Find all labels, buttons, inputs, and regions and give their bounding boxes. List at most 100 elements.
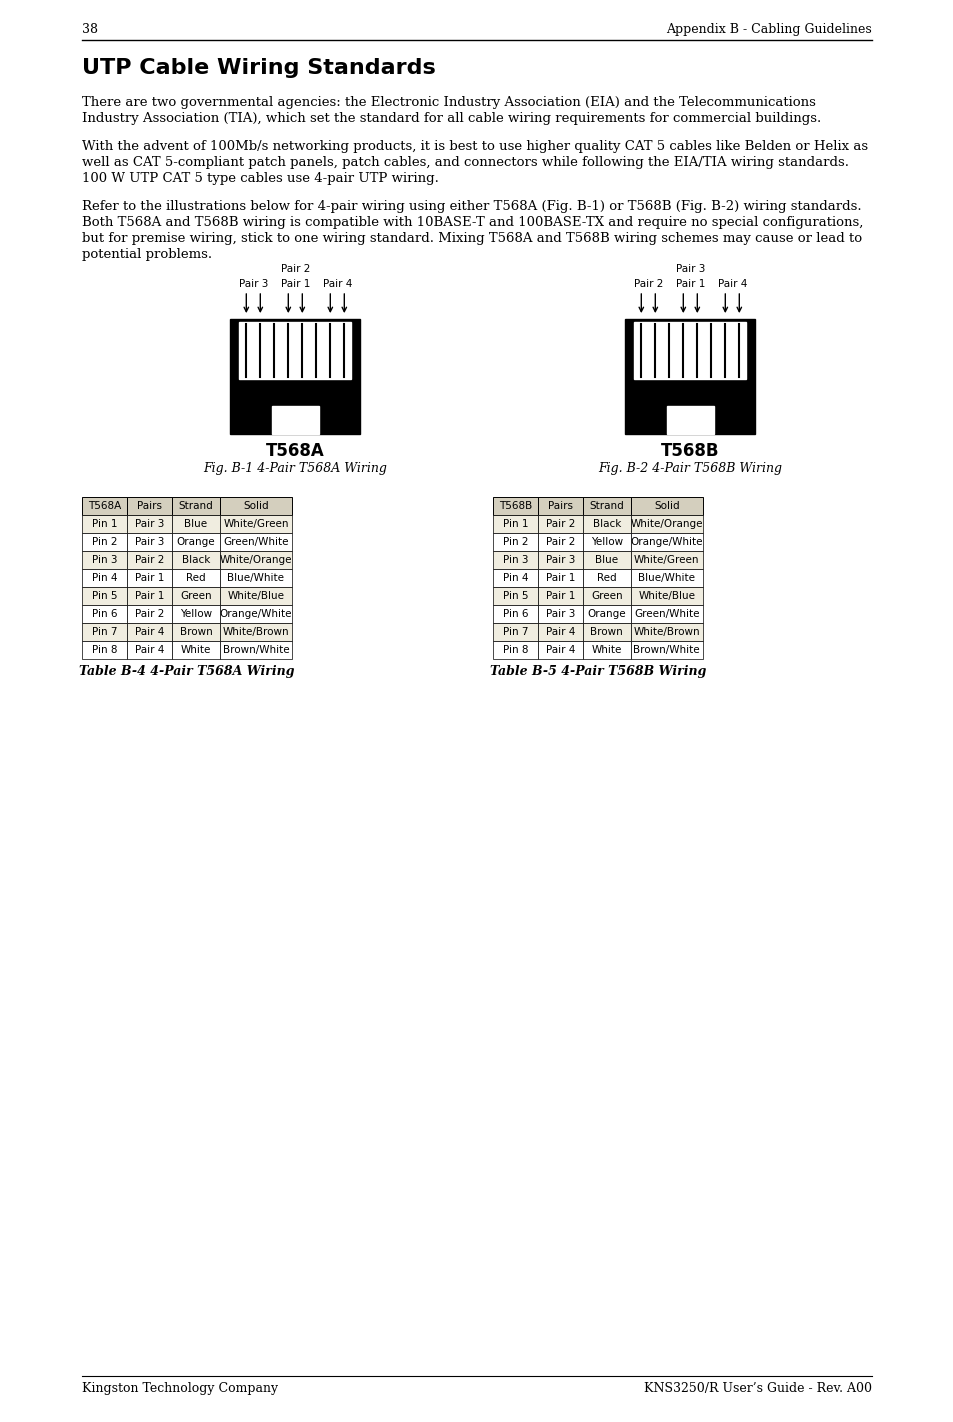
Text: Blue/White: Blue/White	[227, 573, 284, 583]
Text: Pin 3: Pin 3	[91, 555, 117, 565]
Polygon shape	[582, 623, 630, 641]
Polygon shape	[82, 569, 127, 587]
Polygon shape	[172, 569, 220, 587]
Text: 38: 38	[82, 23, 98, 36]
Text: Green/White: Green/White	[634, 609, 699, 619]
Text: T568B: T568B	[660, 442, 719, 459]
Polygon shape	[582, 604, 630, 623]
Text: Pin 3: Pin 3	[502, 555, 528, 565]
Text: Pair 2: Pair 2	[134, 555, 164, 565]
Polygon shape	[582, 515, 630, 533]
Text: Orange: Orange	[587, 609, 625, 619]
Text: 100 W UTP CAT 5 type cables use 4-pair UTP wiring.: 100 W UTP CAT 5 type cables use 4-pair U…	[82, 172, 438, 185]
Text: White/Blue: White/Blue	[227, 592, 284, 602]
Text: Strand: Strand	[178, 501, 213, 510]
Text: Black: Black	[182, 555, 210, 565]
Text: Pair 4: Pair 4	[545, 627, 575, 637]
Text: Pair 2: Pair 2	[134, 609, 164, 619]
Polygon shape	[127, 569, 172, 587]
Polygon shape	[172, 533, 220, 550]
Polygon shape	[537, 533, 582, 550]
Text: Pin 7: Pin 7	[502, 627, 528, 637]
Text: Green/White: Green/White	[223, 538, 289, 547]
Text: Orange/White: Orange/White	[219, 609, 292, 619]
Polygon shape	[127, 515, 172, 533]
Text: Pair 3: Pair 3	[238, 279, 268, 289]
Polygon shape	[127, 498, 172, 515]
Text: Both T568A and T568B wiring is compatible with 10BASE-T and 100BASE-TX and requi: Both T568A and T568B wiring is compatibl…	[82, 216, 862, 229]
Polygon shape	[582, 641, 630, 658]
Polygon shape	[630, 569, 702, 587]
Text: Pin 5: Pin 5	[502, 592, 528, 602]
Polygon shape	[582, 550, 630, 569]
Text: 1 2 3 4 5 6 7 8: 1 2 3 4 5 6 7 8	[648, 385, 731, 395]
Polygon shape	[220, 515, 292, 533]
Polygon shape	[537, 641, 582, 658]
Text: Pin 5: Pin 5	[91, 592, 117, 602]
Text: Pair 3: Pair 3	[545, 609, 575, 619]
Text: Pair 4: Pair 4	[134, 646, 164, 656]
Polygon shape	[493, 533, 537, 550]
Text: Table B-5 4-Pair T568B Wiring: Table B-5 4-Pair T568B Wiring	[489, 665, 705, 678]
Text: Black: Black	[592, 519, 620, 529]
Polygon shape	[172, 515, 220, 533]
Polygon shape	[582, 587, 630, 604]
Text: Blue/White: Blue/White	[638, 573, 695, 583]
Text: Strand: Strand	[589, 501, 623, 510]
Polygon shape	[630, 498, 702, 515]
Polygon shape	[630, 623, 702, 641]
Text: Pair 2: Pair 2	[545, 538, 575, 547]
Text: Yellow: Yellow	[590, 538, 622, 547]
Polygon shape	[82, 641, 127, 658]
Text: but for premise wiring, stick to one wiring standard. Mixing T568A and T568B wir: but for premise wiring, stick to one wir…	[82, 232, 862, 245]
Text: Pair 4: Pair 4	[717, 279, 746, 289]
Polygon shape	[630, 515, 702, 533]
Polygon shape	[634, 321, 745, 378]
Polygon shape	[537, 498, 582, 515]
Text: Appendix B - Cabling Guidelines: Appendix B - Cabling Guidelines	[665, 23, 871, 36]
Polygon shape	[82, 533, 127, 550]
Text: Pair 1: Pair 1	[280, 279, 310, 289]
Polygon shape	[172, 623, 220, 641]
Polygon shape	[493, 498, 537, 515]
Text: Pin 1: Pin 1	[502, 519, 528, 529]
Polygon shape	[220, 569, 292, 587]
Text: White/Blue: White/Blue	[638, 592, 695, 602]
Polygon shape	[537, 550, 582, 569]
Text: Brown: Brown	[179, 627, 213, 637]
Text: White: White	[181, 646, 211, 656]
Polygon shape	[172, 604, 220, 623]
Text: Blue: Blue	[595, 555, 618, 565]
Text: Kingston Technology Company: Kingston Technology Company	[82, 1382, 278, 1395]
Polygon shape	[630, 550, 702, 569]
Polygon shape	[537, 569, 582, 587]
Text: T568A: T568A	[88, 501, 121, 510]
Polygon shape	[630, 604, 702, 623]
Polygon shape	[127, 623, 172, 641]
Text: Pin 8: Pin 8	[502, 646, 528, 656]
Text: Blue: Blue	[184, 519, 208, 529]
Polygon shape	[493, 641, 537, 658]
Text: Pin 2: Pin 2	[502, 538, 528, 547]
Text: Pair 1: Pair 1	[675, 279, 704, 289]
Text: Red: Red	[597, 573, 616, 583]
Text: Pair 3: Pair 3	[545, 555, 575, 565]
Text: KNS3250/R User’s Guide - Rev. A00: KNS3250/R User’s Guide - Rev. A00	[643, 1382, 871, 1395]
Polygon shape	[82, 587, 127, 604]
Polygon shape	[239, 321, 351, 378]
Text: With the advent of 100Mb/s networking products, it is best to use higher quality: With the advent of 100Mb/s networking pr…	[82, 139, 867, 154]
Text: There are two governmental agencies: the Electronic Industry Association (EIA) a: There are two governmental agencies: the…	[82, 97, 815, 109]
Text: Yellow: Yellow	[180, 609, 212, 619]
Text: Pair 3: Pair 3	[675, 264, 704, 274]
Text: Brown/White: Brown/White	[222, 646, 289, 656]
Polygon shape	[582, 533, 630, 550]
Text: Solid: Solid	[654, 501, 679, 510]
Text: Pin 6: Pin 6	[91, 609, 117, 619]
Text: 1 2 3 4 5 6 7 8: 1 2 3 4 5 6 7 8	[253, 385, 336, 395]
Polygon shape	[172, 498, 220, 515]
Polygon shape	[537, 515, 582, 533]
Text: Fig. B-1 4-Pair T568A Wiring: Fig. B-1 4-Pair T568A Wiring	[203, 462, 387, 475]
Text: White/Orange: White/Orange	[219, 555, 292, 565]
Text: Industry Association (TIA), which set the standard for all cable wiring requirem: Industry Association (TIA), which set th…	[82, 112, 821, 125]
Text: UTP Cable Wiring Standards: UTP Cable Wiring Standards	[82, 58, 436, 78]
